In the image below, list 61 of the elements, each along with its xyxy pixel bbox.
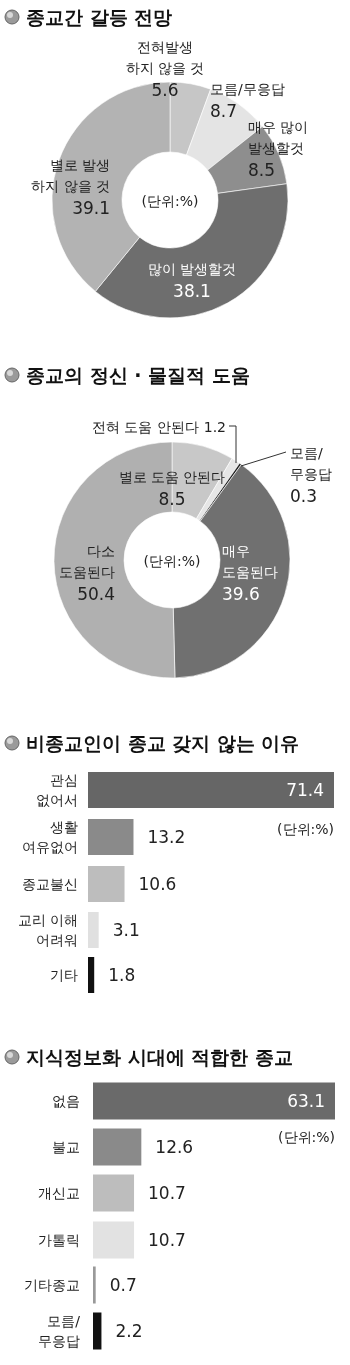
slice-label: 모름/무응답 [210, 81, 285, 97]
y-tick-label: 가톨릭 [38, 1232, 80, 1248]
bar [88, 819, 134, 855]
slice-label: 전혀 도움 안된다 [91, 419, 199, 435]
bar [93, 1174, 135, 1212]
bar [93, 1312, 102, 1350]
bar [88, 957, 95, 993]
chart-title: 비종교인이 종교 갖지 않는 이유 [26, 732, 300, 754]
y-tick-label: 생활 여유없어 [22, 819, 78, 855]
slice-label: 별로 발생 하지 않을 것 [31, 157, 110, 194]
y-tick-label: 기타 [50, 967, 78, 983]
chart-title: 지식정보화 시대에 적합한 종교 [26, 1046, 293, 1068]
data-label: 71.4 [286, 780, 324, 800]
y-tick-label: 종교불신 [22, 876, 78, 892]
bar [93, 1266, 96, 1304]
data-label: 39.1 [72, 198, 110, 218]
slice-label: 별로 도움 안된다 [118, 469, 226, 485]
data-label: 13.2 [147, 827, 186, 847]
text: (단위:%) [143, 553, 201, 569]
data-label: 8.5 [158, 489, 186, 509]
data-label: 10.6 [138, 874, 177, 894]
y-tick-label: 교리 이해 어려워 [17, 912, 78, 948]
slice-label: 매우 도움된다 [222, 543, 278, 580]
data-label: 0.7 [109, 1275, 137, 1295]
data-label: 8.7 [210, 101, 238, 121]
data-label: 3.1 [112, 920, 140, 940]
data-label: 5.6 [151, 80, 179, 100]
bar [88, 866, 125, 902]
data-label: 38.1 [173, 281, 211, 301]
data-label: 8.5 [248, 160, 276, 180]
data-label: 2.2 [115, 1321, 143, 1341]
y-tick-label: 없음 [52, 1093, 80, 1109]
data-label: 12.6 [155, 1137, 194, 1157]
bar [88, 772, 334, 808]
y-tick-label: 기타종교 [24, 1277, 80, 1293]
data-label: 0.3 [290, 486, 318, 506]
bar [93, 1082, 335, 1120]
slice-label: 다소 도움된다 [59, 543, 115, 580]
chart-title: 종교의 정신 · 물질적 도움 [26, 364, 250, 386]
data-label: 1.8 [108, 965, 136, 985]
bar [93, 1128, 142, 1166]
data-label: 10.7 [148, 1183, 186, 1203]
data-label: 50.4 [77, 584, 115, 604]
data-label: 39.6 [222, 584, 260, 604]
annotation: (단위:%) [277, 821, 334, 837]
data-label: 63.1 [287, 1091, 325, 1111]
slice-label: 많이 발생할것 [147, 261, 237, 277]
bar [93, 1221, 135, 1259]
y-tick-label: 관심 없어서 [36, 772, 78, 808]
text: (단위:%) [141, 193, 199, 209]
data-label: 1.2 [203, 419, 226, 435]
y-tick-label: 불교 [52, 1139, 80, 1155]
slice-label: 매우 많이 발생할것 [248, 119, 309, 156]
chart-title: 종교간 갈등 전망 [26, 6, 173, 28]
y-tick-label: 모름/무응답 [38, 1313, 81, 1349]
y-tick-label: 개신교 [38, 1185, 80, 1201]
data-label: 10.7 [148, 1230, 186, 1250]
bar [88, 912, 99, 948]
slice-label: 전혀발생 하지 않을 것 [125, 39, 205, 76]
slice-label: 모름/무응답 [290, 445, 332, 482]
annotation: (단위:%) [278, 1129, 335, 1145]
